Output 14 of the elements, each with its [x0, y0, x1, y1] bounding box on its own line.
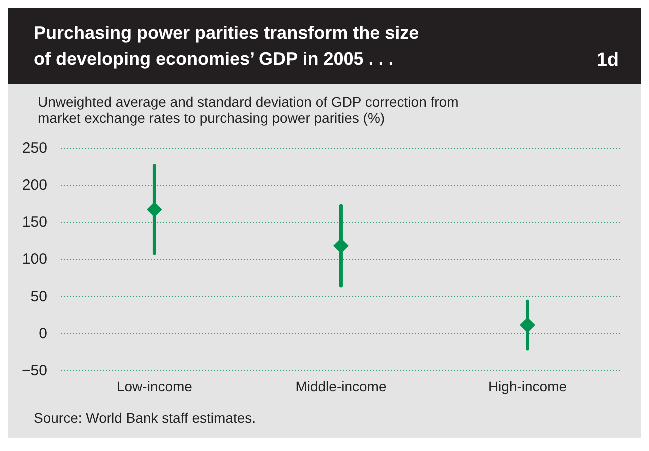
x-tick-label: Middle-income [296, 378, 387, 394]
chart-subtitle: Unweighted average and standard deviation of GDP correction from market exchange rates to purchasing power parities (%) [37, 93, 460, 126]
y-tick-label: 50 [30, 288, 48, 306]
y-tick-label: −50 [22, 362, 48, 380]
source-note: Source: World Bank staff estimates. [33, 409, 258, 428]
y-tick-label: 250 [22, 140, 48, 158]
y-tick-label: 150 [22, 214, 48, 232]
y-tick-label: 0 [39, 325, 48, 342]
x-tick-label: Low-income [116, 378, 193, 394]
x-tick-label: High-income [488, 378, 568, 394]
y-tick-label: 100 [22, 251, 48, 268]
chart-title: Purchasing power parities transform the size of developing economies’ GDP in 2005 . . . [34, 22, 420, 71]
y-tick-label: 200 [22, 177, 48, 194]
text: 1d [596, 50, 619, 72]
